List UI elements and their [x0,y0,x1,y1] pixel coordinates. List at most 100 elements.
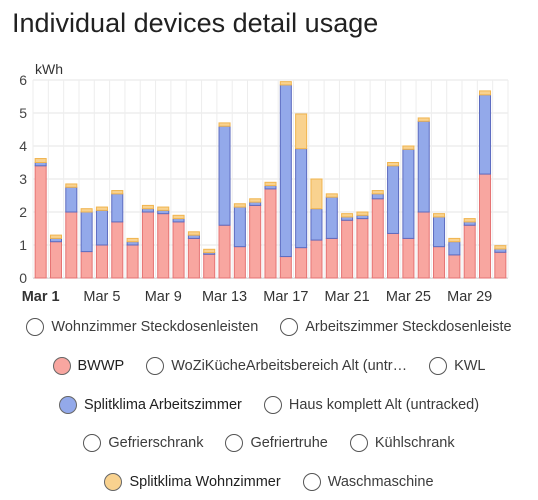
bar-segment [141,204,154,210]
legend-item[interactable]: Splitklima Arbeitszimmer [58,396,242,414]
bar-segment [479,90,492,96]
bar-segment [203,253,216,279]
y-tick-label: 5 [19,105,27,121]
y-tick-label: 2 [19,204,27,220]
bar-segment [126,237,139,243]
legend-label: BWWP [77,358,125,374]
y-unit-label: kWh [35,61,63,77]
bar-segment [233,203,246,208]
bar-segment [157,213,170,279]
legend-item[interactable]: BWWP [52,357,125,375]
legend-item[interactable]: Gefrierschrank [83,434,203,452]
bar-segment [448,237,461,243]
x-tick-label: Mar 21 [325,289,370,305]
bar-segment [34,158,47,163]
bar-segment [387,162,400,167]
bar-segment [371,190,384,195]
y-tick-label: 3 [19,171,27,187]
bar-segment [157,206,170,211]
legend-toggle-circle-icon [263,396,282,414]
bar-segment [65,183,78,188]
bar-segment [402,148,415,239]
bar-segment [295,148,308,249]
legend-row: Splitklima Wohnzimmer Waschmaschine [0,473,538,491]
bar-segment [356,218,369,279]
legend-toggle-circle-icon [280,318,299,336]
y-tick-label: 4 [19,138,27,154]
bar-segment [494,251,507,279]
legend-label: Gefrierschrank [108,435,204,451]
y-tick-label: 1 [19,237,27,253]
legend-label: WoZiKücheArbeitsbereich Alt (untr… [171,358,408,374]
page-title: Individual devices detail usage [12,8,379,38]
legend-item[interactable]: Haus komplett Alt (untracked) [263,396,480,414]
bar-segment [417,211,430,279]
legend-item[interactable]: Waschmaschine [302,473,434,491]
bar-segment [279,81,292,86]
bar-segment [141,211,154,279]
legend-swatch-icon [104,473,123,491]
bar-segment [187,231,200,236]
bar-segment [49,241,63,279]
bar-segment [371,198,384,279]
legend-toggle-circle-icon [225,434,244,452]
bar-segment [295,113,308,150]
legend-item[interactable]: Arbeitszimmer Steckdosenleiste [280,318,512,336]
y-tick-label: 0 [19,270,27,286]
bar-segment [249,204,262,279]
bar-segment [65,186,78,213]
bar-segment [387,165,400,234]
legend-label: Splitklima Wohnzimmer [129,474,281,490]
legend-item[interactable]: KWL [429,357,486,375]
x-tick-label: Mar 17 [263,289,308,305]
legend-item[interactable]: Kühlschrank [349,434,455,452]
bar-segment [95,209,108,246]
bar-segment [341,213,354,218]
bar-segment [80,208,93,213]
legend-label: Waschmaschine [327,474,434,490]
bar-segment [264,188,277,279]
legend-item[interactable]: Splitklima Wohnzimmer [104,473,281,491]
bar-segment [49,234,63,239]
x-tick-label: Mar 1 [22,289,60,305]
legend-label: Wohnzimmer Steckdosenleisten [51,319,259,335]
legend-item[interactable]: Wohnzimmer Steckdosenleisten [26,318,258,336]
bar-segment [433,216,446,248]
bar-segment [433,246,446,279]
bar-segment [111,190,124,195]
bar-segment [310,178,323,210]
bar-segment [218,224,231,279]
legend-item[interactable]: WoZiKücheArbeitsbereich Alt (untr… [146,357,407,375]
stacked-bar-chart: 0 1 2 3 4 5 6 kWh Mar 1 Mar 5 Mar 9 Mar 13 Mar 17 Mar… [19,61,509,305]
legend-label: Kühlschrank [374,435,455,451]
legend-label: Gefriertruhe [250,435,328,451]
bar-segment [448,241,461,256]
bar-segment [279,84,292,258]
bar-segment [111,193,124,223]
bar-segment [325,196,338,239]
bar-segment [111,221,124,279]
bar-segment [218,122,231,127]
bar-segment [310,208,323,241]
legend-item[interactable]: Gefriertruhe [225,434,328,452]
y-tick-label: 6 [19,72,27,88]
bar-segment [34,165,47,279]
bar-segment [279,256,292,279]
bar-segment [233,206,246,248]
legend-toggle-circle-icon [302,473,321,491]
bar-segment [402,237,415,279]
legend-label: KWL [454,358,486,374]
bar-segment [402,145,415,150]
bar-segment [264,181,277,187]
bar-segment [479,173,492,279]
bar-segment [463,224,476,279]
bar-segment [203,248,216,254]
legend-toggle-circle-icon [26,318,45,336]
legend-toggle-circle-icon [83,434,102,452]
legend-label: Haus komplett Alt (untracked) [288,397,480,413]
legend-swatch-icon [58,396,77,414]
bar-segment [126,244,139,279]
legend-row: BWWP WoZiKücheArbeitsbereich Alt (untr… KW… [0,357,538,375]
bar-segment [295,247,308,279]
bar-segment [218,125,231,226]
